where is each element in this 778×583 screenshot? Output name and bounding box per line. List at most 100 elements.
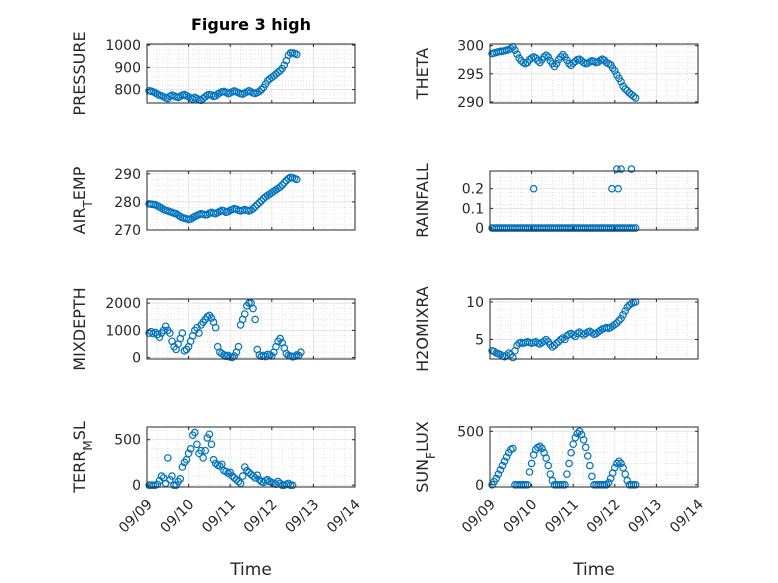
data-point <box>209 455 218 464</box>
data-point <box>292 175 301 184</box>
data-point <box>494 470 503 478</box>
data-point <box>525 468 534 476</box>
data-point <box>195 329 203 337</box>
data-point <box>207 314 216 322</box>
data-point <box>548 343 557 351</box>
data-point <box>621 307 630 315</box>
data-point <box>586 461 594 470</box>
axes-frame <box>489 170 699 231</box>
panel-rainfall: 0 0.1 0.2 RAINFALL <box>413 163 699 238</box>
data-point <box>164 454 172 462</box>
data-point <box>498 461 507 470</box>
data-point <box>161 322 170 331</box>
panel-theta: 290 295 300 THETA <box>413 39 699 111</box>
data-point <box>604 478 613 487</box>
y-tick-label: 500 <box>457 424 484 440</box>
data-point <box>567 61 575 70</box>
y-axis-label: TERRMSL <box>70 421 95 494</box>
data-point <box>583 452 592 460</box>
y-tick-label: 2000 <box>105 296 141 312</box>
x-tick-label: 09/10 <box>158 497 198 537</box>
x-tick-label: 09/14 <box>324 496 364 536</box>
data-point <box>274 68 282 77</box>
data-point <box>286 481 295 489</box>
data-point <box>588 472 596 481</box>
axes-frame <box>146 170 356 231</box>
data-point <box>538 444 546 453</box>
data-point <box>617 77 625 86</box>
data-point <box>556 335 565 344</box>
data-point <box>502 453 511 461</box>
data-point <box>211 323 220 332</box>
data-point <box>542 454 550 462</box>
data-point <box>529 184 538 193</box>
y-axis-label: AIRTEMP <box>70 166 95 234</box>
data-point <box>540 337 548 345</box>
data-point <box>631 481 640 489</box>
series-markers <box>145 49 301 105</box>
data-point <box>563 470 571 478</box>
data-point <box>621 470 630 478</box>
data-point <box>613 319 621 327</box>
data-point <box>509 353 517 362</box>
data-point <box>251 202 259 211</box>
data-point <box>207 440 216 449</box>
panel-terr-msl: 0 500 09/09 09/10 09/11 09/12 09/13 09/14 TERRMS… <box>70 421 364 536</box>
data-point <box>548 476 557 485</box>
x-tick-label: 09/12 <box>241 497 281 537</box>
axes-frame <box>489 298 699 360</box>
y-axis-label: H2OMIXRA <box>413 286 432 372</box>
data-point <box>596 326 605 335</box>
data-point <box>249 204 257 213</box>
y-tick-label: 1000 <box>105 323 141 339</box>
axes-frame <box>489 426 699 488</box>
data-point <box>184 449 193 458</box>
data-point <box>569 331 578 339</box>
y-tick-label: 300 <box>457 39 484 55</box>
panel-air-temp: 270 280 290 AIRTEMP <box>70 166 356 239</box>
data-point <box>579 436 588 444</box>
data-point <box>623 86 632 95</box>
data-point <box>610 320 619 329</box>
data-point <box>255 198 264 207</box>
data-point <box>513 50 521 58</box>
series-markers <box>145 428 297 489</box>
data-point <box>276 66 284 75</box>
data-point <box>631 94 640 102</box>
data-point <box>234 477 243 486</box>
data-point <box>627 481 636 489</box>
data-point <box>615 316 623 325</box>
data-point <box>155 333 164 341</box>
data-point <box>521 481 530 489</box>
data-point <box>280 61 289 69</box>
y-axis-label: PRESSURE <box>70 31 89 115</box>
data-point <box>534 57 542 65</box>
series-markers <box>488 427 640 489</box>
data-point <box>561 481 569 489</box>
data-point <box>276 334 284 343</box>
panel-mixdepth: 0 1000 2000 MIXDEPTH <box>70 287 356 371</box>
x-tick-label: 09/09 <box>459 497 499 537</box>
data-point <box>567 448 575 457</box>
data-point <box>257 85 266 94</box>
data-point <box>186 445 195 453</box>
data-point <box>224 207 232 216</box>
series-markers <box>488 43 640 102</box>
axes-background <box>490 171 698 230</box>
x-axis-label-right: Time <box>572 560 615 580</box>
data-point <box>500 457 509 466</box>
data-point <box>249 472 257 480</box>
data-point <box>600 481 609 489</box>
data-point <box>226 468 235 477</box>
data-point <box>201 446 210 455</box>
data-point <box>178 329 187 337</box>
data-point <box>542 51 550 60</box>
y-tick-label: 900 <box>114 60 141 76</box>
data-point <box>613 459 621 468</box>
data-point <box>255 87 264 96</box>
x-axis-label-left: Time <box>229 560 272 580</box>
y-tick-label: 5 <box>475 333 484 349</box>
data-point <box>519 481 528 489</box>
data-point <box>282 349 291 358</box>
y-tick-label: 0 <box>475 221 484 237</box>
